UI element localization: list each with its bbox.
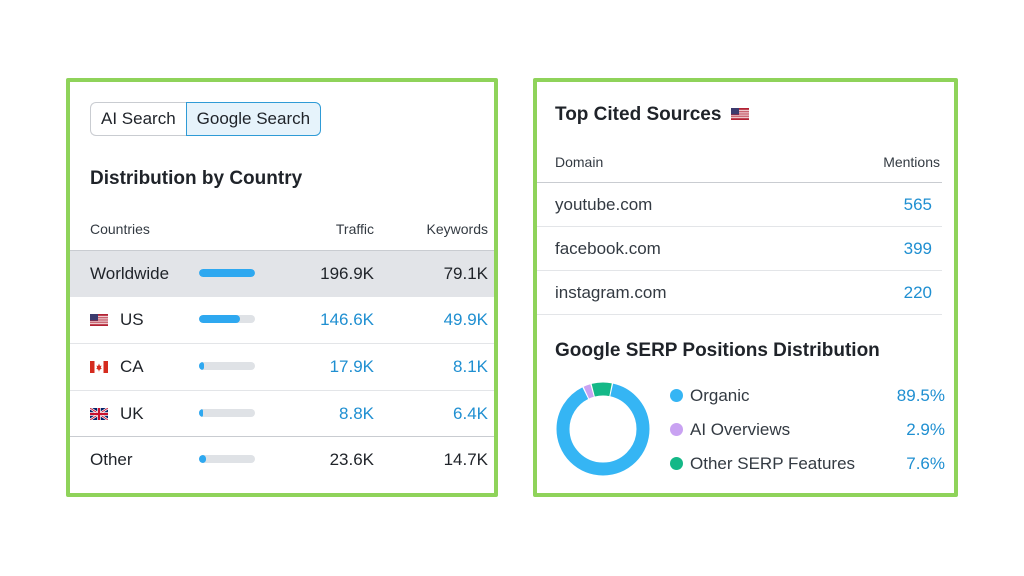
organic-dot-icon: [670, 389, 683, 402]
google-search-tab[interactable]: Google Search: [185, 102, 322, 136]
source-domain: youtube.com: [555, 195, 653, 214]
serp-distribution-title: Google SERP Positions Distribution: [555, 340, 880, 361]
source-mentions[interactable]: 565: [903, 195, 932, 214]
row-divider: [70, 436, 494, 437]
traffic-value: 23.6K: [329, 450, 374, 469]
row-divider: [537, 270, 942, 271]
other-serp-dot-icon: [670, 457, 683, 470]
ai-search-tab[interactable]: AI Search: [90, 102, 186, 136]
country-row-us[interactable]: US 146.6K 49.9K: [70, 297, 494, 343]
country-row-ca[interactable]: CA 17.9K 8.1K: [70, 344, 494, 390]
source-row[interactable]: instagram.com 220: [537, 271, 942, 315]
source-mentions[interactable]: 399: [903, 239, 932, 258]
row-divider: [70, 343, 494, 344]
domain-header: Domain: [555, 154, 604, 170]
country-name: Other: [90, 450, 133, 469]
ca-flag-icon: [90, 361, 108, 373]
traffic-share-fill: [199, 455, 206, 463]
top-cited-sources-card: Top Cited Sources Domain Mentions youtub…: [533, 78, 958, 497]
traffic-share-fill: [199, 315, 241, 323]
legend-label: Other SERP Features: [690, 454, 856, 473]
legend-percent: 2.9%: [906, 420, 945, 439]
keywords-value: 14.7K: [443, 450, 488, 469]
keywords-value[interactable]: 6.4K: [453, 404, 488, 423]
source-row[interactable]: youtube.com 565: [537, 183, 942, 227]
row-divider: [537, 314, 942, 315]
legend-organic[interactable]: Organic 89.5%: [670, 384, 945, 408]
traffic-value[interactable]: 17.9K: [329, 357, 374, 376]
country-name: CA: [120, 357, 144, 376]
legend-other-serp-features[interactable]: Other SERP Features 7.6%: [670, 452, 945, 476]
source-domain: instagram.com: [555, 283, 667, 302]
legend-percent: 89.5%: [896, 386, 945, 405]
source-row[interactable]: facebook.com 399: [537, 227, 942, 271]
traffic-share-bar: [199, 315, 255, 323]
country-row-uk[interactable]: UK 8.8K 6.4K: [70, 391, 494, 437]
top-cited-sources-title: Top Cited Sources: [555, 104, 749, 126]
header-divider: [537, 182, 942, 183]
country-row-other[interactable]: Other 23.6K 14.7K: [70, 437, 494, 483]
source-domain: facebook.com: [555, 239, 661, 258]
row-divider: [70, 390, 494, 391]
search-type-toggle: AI Search Google Search: [90, 102, 322, 136]
traffic-header[interactable]: Traffic: [335, 221, 374, 237]
keywords-value[interactable]: 49.9K: [443, 310, 488, 329]
country-row-worldwide[interactable]: Worldwide 196.9K 79.1K: [70, 251, 494, 297]
traffic-value[interactable]: 146.6K: [320, 310, 374, 329]
traffic-share-bar: [199, 455, 255, 463]
country-name: US: [120, 310, 144, 329]
legend-label: AI Overviews: [690, 420, 791, 439]
traffic-share-bar: [199, 409, 255, 417]
traffic-share-fill: [199, 269, 255, 277]
us-flag-icon: [730, 108, 749, 120]
legend-label: Organic: [690, 386, 750, 405]
mentions-header[interactable]: Mentions: [883, 154, 940, 170]
donut-segment-other-serp-features[interactable]: [556, 382, 650, 476]
traffic-share-fill: [199, 409, 203, 417]
traffic-share-bar: [199, 362, 255, 370]
row-divider: [537, 226, 942, 227]
header-divider: [70, 250, 494, 251]
donut-segment-organic[interactable]: [556, 382, 650, 476]
keywords-value: 79.1K: [443, 264, 488, 283]
uk-flag-icon: [90, 408, 108, 420]
country-name: UK: [120, 404, 144, 423]
traffic-share-fill: [199, 362, 205, 370]
keywords-header[interactable]: Keywords: [426, 221, 488, 237]
serp-donut-chart: [556, 382, 650, 476]
traffic-value[interactable]: 8.8K: [339, 404, 374, 423]
countries-header: Countries: [90, 221, 150, 237]
distribution-by-country-card: AI Search Google Search Distribution by …: [66, 78, 498, 497]
legend-ai-overviews[interactable]: AI Overviews 2.9%: [670, 418, 945, 442]
traffic-value: 196.9K: [320, 264, 374, 283]
traffic-share-bar: [199, 269, 255, 277]
keywords-value[interactable]: 8.1K: [453, 357, 488, 376]
source-mentions[interactable]: 220: [903, 283, 932, 302]
country-name: Worldwide: [90, 264, 170, 283]
ai-overviews-dot-icon: [670, 423, 683, 436]
legend-percent: 7.6%: [906, 454, 945, 473]
distribution-title: Distribution by Country: [90, 168, 303, 189]
us-flag-icon: [90, 314, 108, 326]
